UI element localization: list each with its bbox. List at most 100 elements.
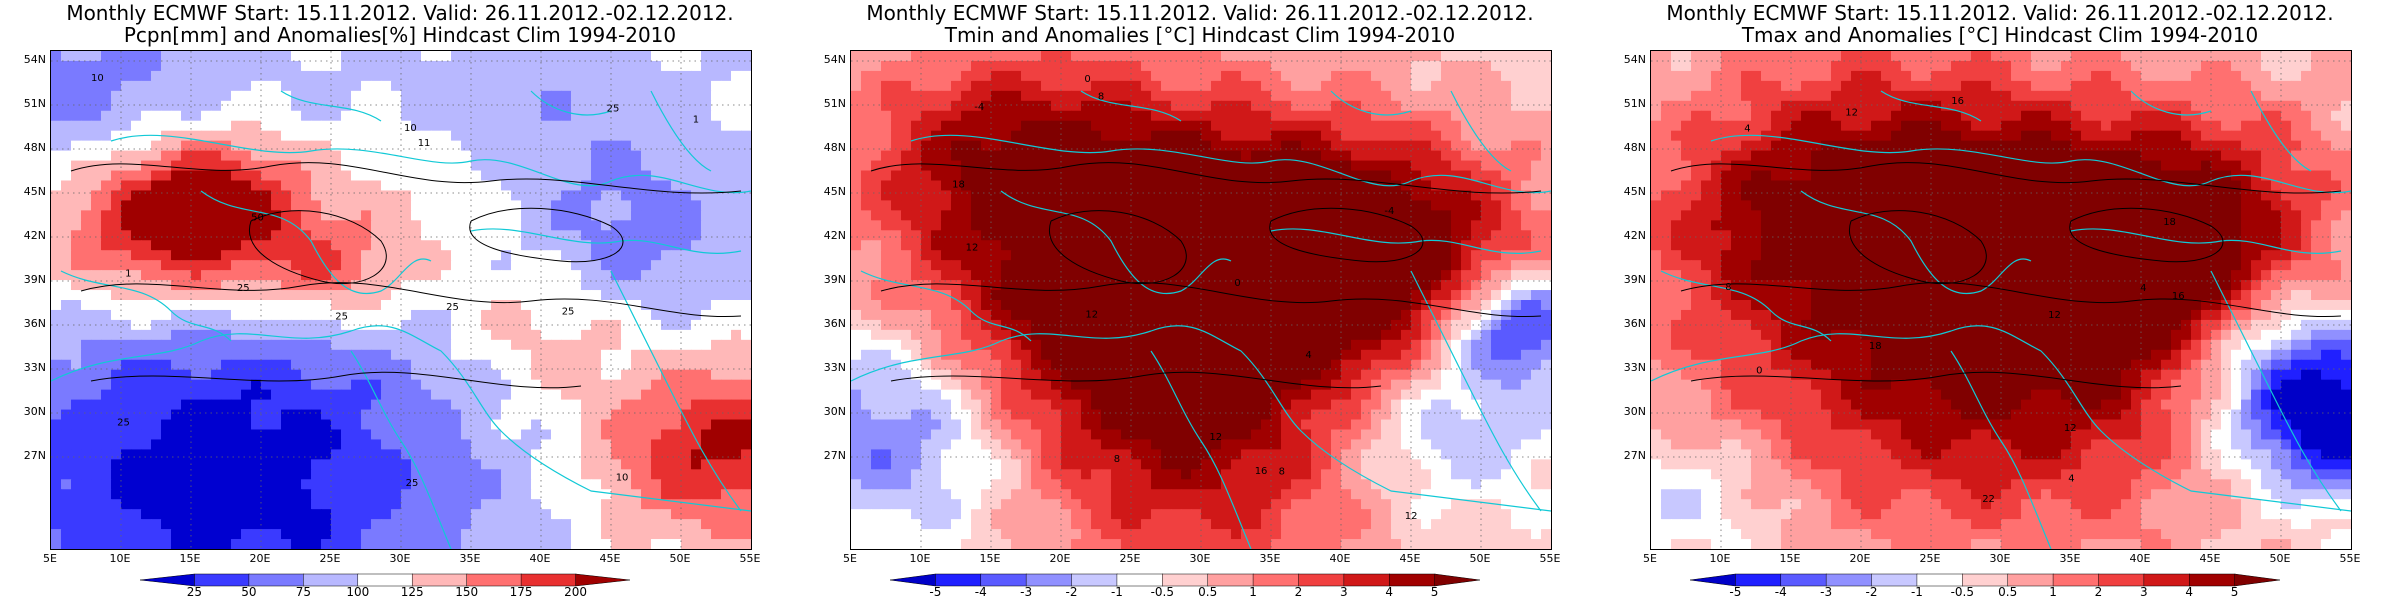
lon-tick-label: 45E: [1399, 552, 1421, 565]
lat-tick-label: 51N: [23, 97, 46, 110]
lat-tick-label: 39N: [1623, 273, 1646, 286]
colorbar-label: -5: [1729, 585, 1742, 599]
lat-tick-label: 48N: [1623, 141, 1646, 154]
contour-label: 12: [2048, 310, 2061, 321]
colorbar-label: 2: [1294, 585, 1303, 599]
contour-lines: [1670, 162, 2342, 389]
colorbar-label: -1: [1110, 585, 1123, 599]
lon-tick-label: 15E: [979, 552, 1001, 565]
lon-tick-label: 30E: [1989, 552, 2011, 565]
colorbar-label: -3: [1820, 585, 1833, 599]
contour-label: 8: [1098, 92, 1104, 103]
colorbar-label: 75: [295, 585, 311, 599]
lon-tick-label: 35E: [1259, 552, 1281, 565]
colorbar-label: 4: [2185, 585, 2194, 599]
panel-title-line1: Monthly ECMWF Start: 15.11.2012. Valid: …: [866, 1, 1534, 25]
contour-label: 18: [1869, 341, 1882, 352]
graticule: [851, 51, 1551, 549]
contour-lines: [70, 162, 742, 389]
colorbar-label: -4: [974, 585, 987, 599]
contour-label: 22: [1982, 494, 1995, 505]
lon-tick-label: 5E: [43, 552, 57, 565]
colorbar-label: 5: [1430, 585, 1439, 599]
panel-title-line1: Monthly ECMWF Start: 15.11.2012. Valid: …: [1666, 1, 2334, 25]
colorbar-label: 3: [1340, 585, 1348, 599]
contour-label: 1: [125, 269, 131, 280]
lon-tick-label: 20E: [1049, 552, 1071, 565]
colorbar-label: 1: [2049, 585, 2057, 599]
contour-label: 4: [2140, 283, 2146, 294]
contour-label: 25: [446, 302, 459, 313]
lon-tick-label: 45E: [2199, 552, 2221, 565]
lat-tick-label: 54N: [1623, 53, 1646, 66]
colorbar-label: -2: [1865, 585, 1878, 599]
colorbar: [1689, 573, 2281, 587]
colorbar-label: -0.5: [1150, 585, 1174, 599]
contour-label: 4: [1305, 350, 1311, 361]
lon-tick-label: 5E: [1643, 552, 1657, 565]
colorbar-label: -5: [929, 585, 942, 599]
graticule: [1651, 51, 2351, 549]
colorbar-label: 175: [509, 585, 533, 599]
colorbar-label: 50: [241, 585, 257, 599]
lon-tick-label: 30E: [1189, 552, 1211, 565]
lat-tick-label: 42N: [823, 229, 846, 242]
panel-title-line2: Tmin and Anomalies [°C] Hindcast Clim 19…: [944, 23, 1456, 47]
contour-label: 11: [418, 138, 431, 149]
colorbar-label: 2: [2094, 585, 2103, 599]
colorbar-label: 200: [564, 585, 587, 599]
contour-label: 1: [693, 114, 699, 125]
contour-label: 18: [952, 180, 965, 191]
lon-tick-label: 55E: [1539, 552, 1561, 565]
colorbar-label: 4: [1385, 585, 1394, 599]
lat-tick-label: 39N: [23, 273, 46, 286]
anomaly-shading: [51, 51, 751, 549]
lon-tick-label: 30E: [389, 552, 411, 565]
contour-label: -4: [1384, 206, 1394, 217]
lat-tick-label: 30N: [23, 405, 46, 418]
lon-tick-label: 55E: [2339, 552, 2361, 565]
lon-tick-label: 40E: [2129, 552, 2151, 565]
colorbar: [139, 573, 631, 587]
lat-tick-label: 54N: [23, 53, 46, 66]
lon-tick-label: 15E: [179, 552, 201, 565]
coastlines: [1651, 90, 2351, 549]
contour-label: 12: [1085, 309, 1098, 320]
colorbar-label: 125: [400, 585, 424, 599]
contour-label: 12: [2064, 423, 2077, 434]
contour-label: -4: [974, 102, 984, 113]
contour-label: 8: [1279, 466, 1285, 477]
panel-tmin: Monthly ECMWF Start: 15.11.2012. Valid: …: [810, 0, 1590, 600]
contour-label: 25: [117, 418, 130, 429]
map-area: 0 -4 8 12 12 8 4 0 12 16 18 8 12 -4: [850, 50, 1552, 550]
lon-tick-label: 35E: [2059, 552, 2081, 565]
tmin-anomaly-field: 0 -4 8 12 12 8 4 0 12 16 18 8 12 -4: [851, 51, 1551, 549]
anomaly-shading: [851, 51, 1551, 549]
lat-tick-label: 36N: [23, 317, 46, 330]
contour-label: 16: [1951, 96, 1964, 107]
lat-tick-label: 45N: [1623, 185, 1646, 198]
lat-tick-label: 39N: [823, 273, 846, 286]
map-area: 10 25 25 25 25 50 25 10 10 11 25 25 1 1: [50, 50, 752, 550]
colorbar-label: -2: [1065, 585, 1078, 599]
contour-label: 25: [562, 307, 575, 318]
map-area: 0 4 4 8 12 12 16 12 18 16 18 22 4: [1650, 50, 2352, 550]
colorbar-label: -4: [1774, 585, 1787, 599]
contour-label: 16: [1255, 466, 1268, 477]
contour-label: 0: [1234, 278, 1240, 289]
lon-tick-label: 10E: [1709, 552, 1731, 565]
panel-tmax: Monthly ECMWF Start: 15.11.2012. Valid: …: [1610, 0, 2390, 600]
contour-label: 8: [1725, 282, 1731, 293]
colorbar-label: -3: [1020, 585, 1033, 599]
contour-label: 0: [1756, 366, 1762, 377]
coastlines: [51, 90, 751, 549]
contour-lines: [870, 162, 1542, 389]
lon-tick-label: 40E: [529, 552, 551, 565]
lat-tick-label: 45N: [823, 185, 846, 198]
lon-tick-label: 10E: [109, 552, 131, 565]
lon-tick-label: 50E: [2269, 552, 2291, 565]
lon-tick-label: 40E: [1329, 552, 1351, 565]
contour-label: 4: [2068, 473, 2074, 484]
lon-tick-label: 50E: [669, 552, 691, 565]
